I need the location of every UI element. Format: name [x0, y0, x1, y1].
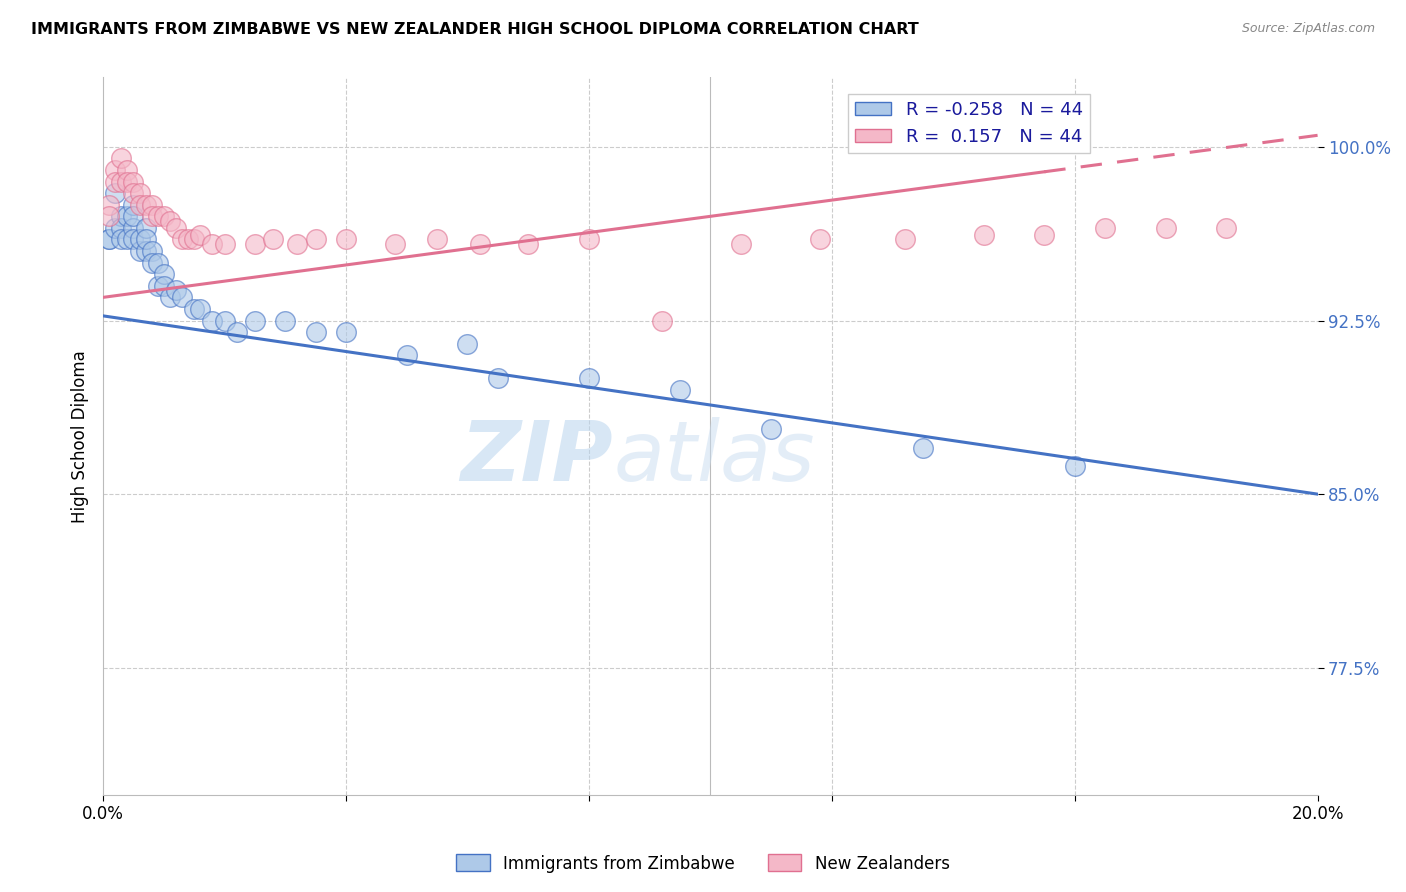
Point: [305, 325, 328, 339]
Point: [110, 210, 132, 224]
Point: [911, 441, 934, 455]
Point: [128, 232, 150, 246]
Text: Source: ZipAtlas.com: Source: ZipAtlas.com: [1241, 22, 1375, 36]
Point: [578, 371, 600, 385]
Point: [117, 210, 139, 224]
Point: [384, 237, 406, 252]
Point: [159, 214, 181, 228]
Point: [201, 237, 224, 252]
Point: [1215, 221, 1237, 235]
Point: [104, 221, 127, 235]
Point: [188, 301, 211, 316]
Point: [122, 232, 145, 246]
Point: [177, 232, 200, 246]
Point: [122, 175, 145, 189]
Point: [1154, 221, 1177, 235]
Point: [456, 336, 478, 351]
Point: [110, 221, 132, 235]
Point: [262, 232, 284, 246]
Point: [973, 227, 995, 242]
Point: [243, 237, 266, 252]
Point: [395, 348, 418, 362]
Point: [135, 198, 157, 212]
Point: [110, 175, 132, 189]
Point: [135, 221, 157, 235]
Point: [135, 232, 157, 246]
Point: [1033, 227, 1056, 242]
Point: [122, 186, 145, 201]
Point: [98, 232, 121, 246]
Point: [141, 255, 163, 269]
Point: [225, 325, 247, 339]
Point: [104, 175, 127, 189]
Point: [117, 232, 139, 246]
Point: [201, 313, 224, 327]
Point: [188, 227, 211, 242]
Legend: Immigrants from Zimbabwe, New Zealanders: Immigrants from Zimbabwe, New Zealanders: [450, 847, 956, 880]
Point: [128, 198, 150, 212]
Point: [146, 278, 169, 293]
Point: [243, 313, 266, 327]
Point: [669, 383, 692, 397]
Point: [517, 237, 540, 252]
Point: [1094, 221, 1116, 235]
Point: [183, 301, 205, 316]
Point: [165, 221, 187, 235]
Y-axis label: High School Diploma: High School Diploma: [72, 350, 89, 523]
Text: atlas: atlas: [613, 417, 815, 499]
Point: [214, 237, 236, 252]
Point: [808, 232, 831, 246]
Point: [287, 237, 309, 252]
Point: [146, 255, 169, 269]
Point: [98, 210, 121, 224]
Point: [153, 210, 176, 224]
Point: [730, 237, 752, 252]
Point: [305, 232, 328, 246]
Text: ZIP: ZIP: [461, 417, 613, 499]
Point: [104, 163, 127, 178]
Point: [122, 221, 145, 235]
Point: [486, 371, 509, 385]
Point: [104, 186, 127, 201]
Point: [98, 198, 121, 212]
Point: [110, 152, 132, 166]
Point: [98, 232, 121, 246]
Point: [153, 267, 176, 281]
Point: [651, 313, 673, 327]
Point: [170, 232, 193, 246]
Point: [426, 232, 449, 246]
Text: IMMIGRANTS FROM ZIMBABWE VS NEW ZEALANDER HIGH SCHOOL DIPLOMA CORRELATION CHART: IMMIGRANTS FROM ZIMBABWE VS NEW ZEALANDE…: [31, 22, 918, 37]
Point: [141, 198, 163, 212]
Point: [117, 175, 139, 189]
Legend: R = -0.258   N = 44, R =  0.157   N = 44: R = -0.258 N = 44, R = 0.157 N = 44: [848, 94, 1090, 153]
Point: [274, 313, 297, 327]
Point: [214, 313, 236, 327]
Point: [165, 284, 187, 298]
Point: [759, 422, 782, 436]
Point: [170, 290, 193, 304]
Point: [159, 290, 181, 304]
Point: [141, 210, 163, 224]
Point: [335, 232, 357, 246]
Point: [893, 232, 915, 246]
Point: [468, 237, 491, 252]
Point: [335, 325, 357, 339]
Point: [183, 232, 205, 246]
Point: [122, 198, 145, 212]
Point: [110, 232, 132, 246]
Point: [135, 244, 157, 258]
Point: [117, 163, 139, 178]
Point: [1063, 459, 1085, 474]
Point: [578, 232, 600, 246]
Point: [146, 210, 169, 224]
Point: [153, 278, 176, 293]
Point: [141, 244, 163, 258]
Point: [128, 186, 150, 201]
Point: [122, 210, 145, 224]
Point: [128, 244, 150, 258]
